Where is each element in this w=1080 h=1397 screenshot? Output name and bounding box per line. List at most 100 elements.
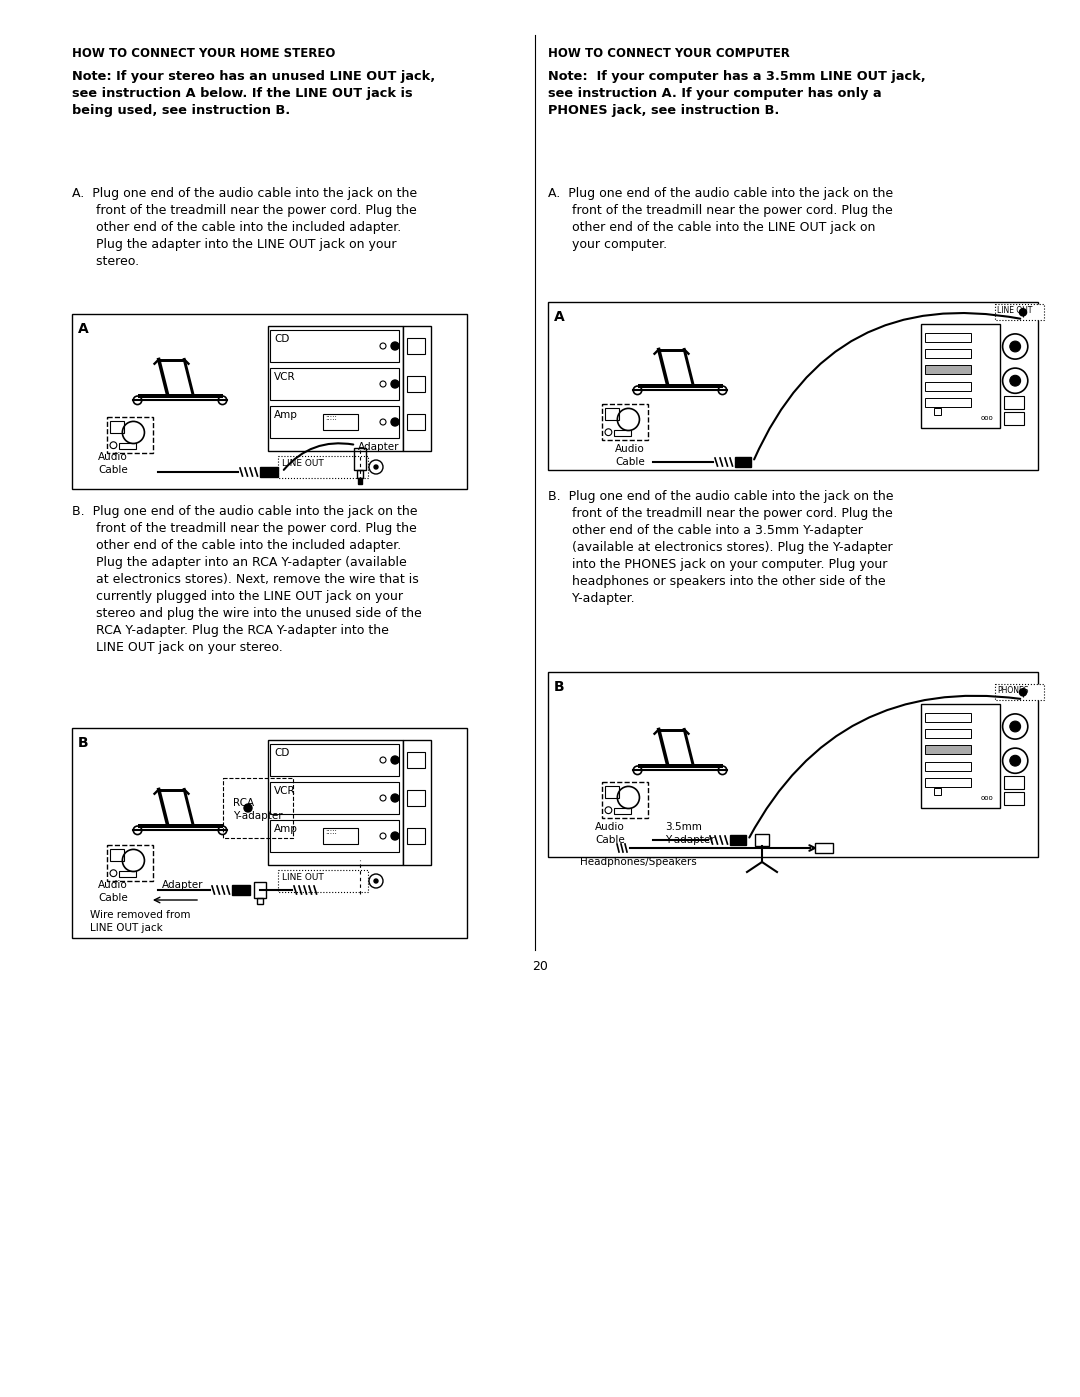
Text: ooo: ooo — [981, 795, 994, 802]
Bar — [268, 326, 403, 451]
Text: Audio
Cable: Audio Cable — [595, 821, 624, 845]
Bar — [222, 778, 293, 838]
Bar — [407, 752, 426, 768]
Bar — [254, 882, 266, 898]
Bar — [615, 430, 632, 436]
Circle shape — [1010, 376, 1021, 386]
Bar — [921, 324, 1000, 427]
Circle shape — [1010, 721, 1021, 732]
Bar — [924, 712, 971, 722]
Text: HOW TO CONNECT YOUR COMPUTER: HOW TO CONNECT YOUR COMPUTER — [548, 47, 789, 60]
Bar — [120, 870, 136, 877]
Bar — [924, 349, 971, 358]
Text: B: B — [554, 680, 565, 694]
Bar — [1004, 412, 1024, 425]
Bar — [257, 898, 264, 904]
Circle shape — [1020, 309, 1027, 316]
Bar — [924, 746, 971, 754]
Bar — [270, 745, 399, 775]
Circle shape — [391, 756, 399, 764]
Bar — [602, 782, 648, 817]
Bar — [605, 408, 619, 420]
Bar — [407, 414, 426, 430]
Bar — [933, 788, 941, 795]
Bar — [270, 782, 399, 814]
Bar — [548, 672, 1038, 856]
Circle shape — [1020, 689, 1027, 696]
Bar — [107, 845, 153, 882]
Circle shape — [244, 805, 252, 812]
Circle shape — [1010, 756, 1021, 766]
Circle shape — [374, 465, 378, 469]
Bar — [323, 414, 357, 430]
Bar — [1004, 395, 1024, 408]
Circle shape — [391, 833, 399, 840]
Text: Audio
Cable: Audio Cable — [98, 453, 127, 475]
Bar — [110, 422, 123, 433]
Bar — [815, 842, 833, 854]
Bar — [270, 407, 399, 439]
Bar — [924, 778, 971, 787]
Bar — [270, 367, 399, 400]
Bar — [615, 807, 632, 814]
Text: Wire removed from
LINE OUT jack: Wire removed from LINE OUT jack — [90, 909, 190, 933]
Circle shape — [391, 418, 399, 426]
Circle shape — [1010, 341, 1021, 352]
Bar — [232, 886, 249, 895]
Bar — [602, 404, 648, 440]
Circle shape — [374, 879, 378, 883]
Bar — [278, 870, 368, 893]
Text: B.  Plug one end of the audio cable into the jack on the
      front of the trea: B. Plug one end of the audio cable into … — [72, 504, 422, 654]
Polygon shape — [637, 764, 723, 768]
Bar — [730, 835, 746, 845]
Bar — [107, 418, 153, 453]
Bar — [924, 366, 971, 374]
Text: Amp: Amp — [274, 824, 298, 834]
Bar — [354, 448, 366, 469]
Text: Note: If your stereo has an unused LINE OUT jack,
see instruction A below. If th: Note: If your stereo has an unused LINE … — [72, 70, 435, 117]
Bar — [72, 314, 467, 489]
Bar — [278, 455, 368, 478]
Bar — [1004, 775, 1024, 788]
Text: :::::: ::::: — [325, 415, 337, 420]
Bar — [924, 332, 971, 342]
Text: CD: CD — [274, 334, 289, 344]
Bar — [921, 704, 1000, 807]
Bar — [270, 330, 399, 362]
Bar — [72, 728, 467, 937]
Text: A: A — [78, 321, 89, 337]
Text: 20: 20 — [532, 960, 548, 972]
Text: Audio
Cable: Audio Cable — [616, 444, 645, 467]
Bar — [1004, 792, 1024, 805]
Text: :::::: ::::: — [325, 828, 337, 835]
Bar — [995, 685, 1044, 700]
Text: VCR: VCR — [274, 787, 296, 796]
Polygon shape — [137, 823, 222, 828]
Bar — [924, 761, 971, 771]
Circle shape — [391, 342, 399, 351]
Text: 3.5mm
Y-adapter: 3.5mm Y-adapter — [665, 821, 715, 845]
Text: A: A — [554, 310, 565, 324]
Text: Audio
Cable: Audio Cable — [98, 880, 127, 904]
Bar — [268, 740, 403, 865]
Polygon shape — [137, 394, 222, 398]
Bar — [995, 305, 1044, 320]
Bar — [403, 740, 431, 865]
Bar — [407, 376, 426, 393]
Bar — [548, 302, 1038, 469]
Text: CD: CD — [274, 747, 289, 759]
Bar — [605, 787, 619, 798]
Text: LINE OUT: LINE OUT — [282, 873, 324, 882]
Bar — [110, 849, 123, 862]
Text: PHONES: PHONES — [997, 686, 1029, 694]
Bar — [407, 828, 426, 844]
Text: RCA
Y-adapter: RCA Y-adapter — [233, 798, 283, 821]
Circle shape — [391, 380, 399, 388]
Text: B: B — [78, 736, 89, 750]
Bar — [407, 338, 426, 353]
Bar — [924, 398, 971, 407]
Bar — [270, 820, 399, 852]
Text: B.  Plug one end of the audio cable into the jack on the
      front of the trea: B. Plug one end of the audio cable into … — [548, 490, 893, 605]
Bar — [735, 457, 751, 467]
Text: Note:  If your computer has a 3.5mm LINE OUT jack,
see instruction A. If your co: Note: If your computer has a 3.5mm LINE … — [548, 70, 926, 117]
